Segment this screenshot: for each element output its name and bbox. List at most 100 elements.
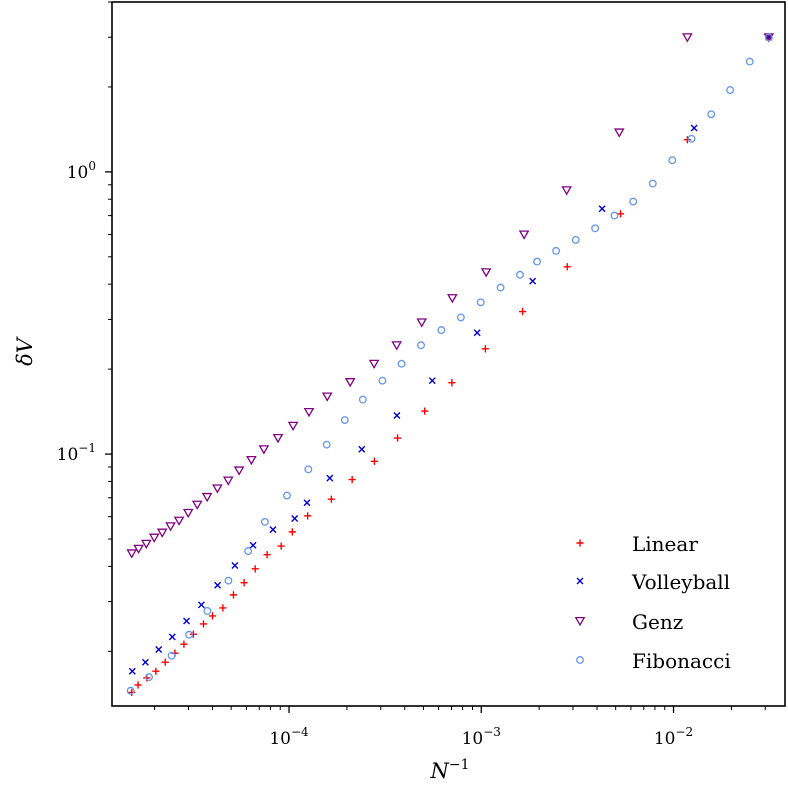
data-point <box>648 179 657 188</box>
data-point <box>629 197 638 206</box>
x-tick-label: 10−2 <box>654 725 693 749</box>
data-point <box>219 604 227 612</box>
data-point <box>473 329 481 337</box>
data-point <box>145 673 153 682</box>
data-point <box>272 434 284 444</box>
data-point <box>222 476 234 486</box>
data-point <box>456 313 465 322</box>
x-tick-label: 10−3 <box>462 725 501 749</box>
data-point <box>391 341 402 351</box>
data-point <box>598 205 606 213</box>
data-point <box>133 544 144 555</box>
data-point <box>134 681 142 689</box>
data-point <box>140 539 152 550</box>
data-point <box>518 307 527 316</box>
legend-entry: Genz <box>574 610 683 634</box>
data-point <box>155 645 163 653</box>
data-point <box>682 33 693 43</box>
legend-marker-shape <box>576 577 584 585</box>
data-point <box>518 230 530 240</box>
y-tick-label: 10−1 <box>57 441 96 465</box>
data-point <box>393 434 402 442</box>
legend: Linear Volleyball Genz Fibonacci <box>574 532 731 673</box>
legend-marker-shape <box>574 616 586 627</box>
data-point <box>476 298 485 307</box>
data-point <box>224 576 233 585</box>
data-point <box>745 57 754 66</box>
legend-label: Volleyball <box>631 570 730 594</box>
series-linear <box>128 34 773 697</box>
data-point <box>571 235 580 244</box>
data-point <box>428 377 436 385</box>
data-point <box>263 551 271 559</box>
data-point <box>610 211 619 220</box>
data-point <box>249 541 257 549</box>
data-point <box>148 533 160 543</box>
legend-label: Genz <box>632 610 683 634</box>
data-point <box>161 658 169 666</box>
data-point <box>126 549 138 559</box>
data-point <box>516 270 524 279</box>
data-point <box>291 515 299 523</box>
data-point <box>180 640 188 648</box>
data-point <box>370 457 378 465</box>
legend-marker-shape <box>576 539 584 547</box>
data-point <box>327 495 335 503</box>
data-point <box>563 263 571 271</box>
data-point <box>340 416 349 424</box>
legend-marker-x-icon <box>576 577 584 585</box>
data-point <box>322 440 331 449</box>
data-point <box>277 542 285 550</box>
legend-entry: Fibonacci <box>576 649 731 673</box>
data-point <box>533 257 541 266</box>
data-point <box>185 630 194 639</box>
legend-marker-triangle-icon <box>574 616 586 627</box>
data-point <box>368 359 380 370</box>
data-point <box>203 607 212 615</box>
plot-frame <box>111 1 786 707</box>
data-point <box>448 379 456 387</box>
data-point <box>480 268 492 278</box>
data-point <box>182 508 194 519</box>
data-point <box>240 579 248 587</box>
data-point <box>552 246 561 255</box>
legend-label: Linear <box>632 532 698 556</box>
data-point <box>687 134 696 143</box>
data-point <box>229 591 238 599</box>
data-point <box>168 633 176 641</box>
data-point <box>321 392 333 402</box>
data-point <box>764 33 773 42</box>
x-tick-label: 10−4 <box>269 725 309 749</box>
data-point <box>141 658 149 666</box>
data-point <box>393 411 401 419</box>
data-point <box>481 345 489 353</box>
data-point <box>416 318 428 328</box>
data-point <box>707 110 716 119</box>
legend-marker-plus-icon <box>576 539 584 547</box>
data-point <box>344 378 356 388</box>
data-point <box>156 528 168 538</box>
legend-marker-shape <box>576 656 584 664</box>
data-point <box>152 667 160 675</box>
data-point <box>303 499 311 507</box>
data-point <box>668 156 677 165</box>
data-point <box>167 651 176 660</box>
axis-ticks <box>105 1 766 713</box>
x-axis-label: N−1 <box>429 757 469 783</box>
data-point <box>183 617 191 625</box>
y-tick-label: 100 <box>67 159 96 183</box>
data-point <box>246 455 257 466</box>
data-points <box>126 33 775 697</box>
data-point <box>447 294 458 304</box>
data-point <box>496 283 505 292</box>
data-point <box>591 224 600 233</box>
data-point <box>197 601 205 609</box>
legend-label: Fibonacci <box>632 649 731 673</box>
data-point <box>251 565 259 573</box>
legend-entry: Linear <box>576 532 698 556</box>
data-point <box>126 686 135 695</box>
data-point <box>260 517 269 526</box>
data-point <box>189 630 197 638</box>
data-point <box>283 491 291 500</box>
